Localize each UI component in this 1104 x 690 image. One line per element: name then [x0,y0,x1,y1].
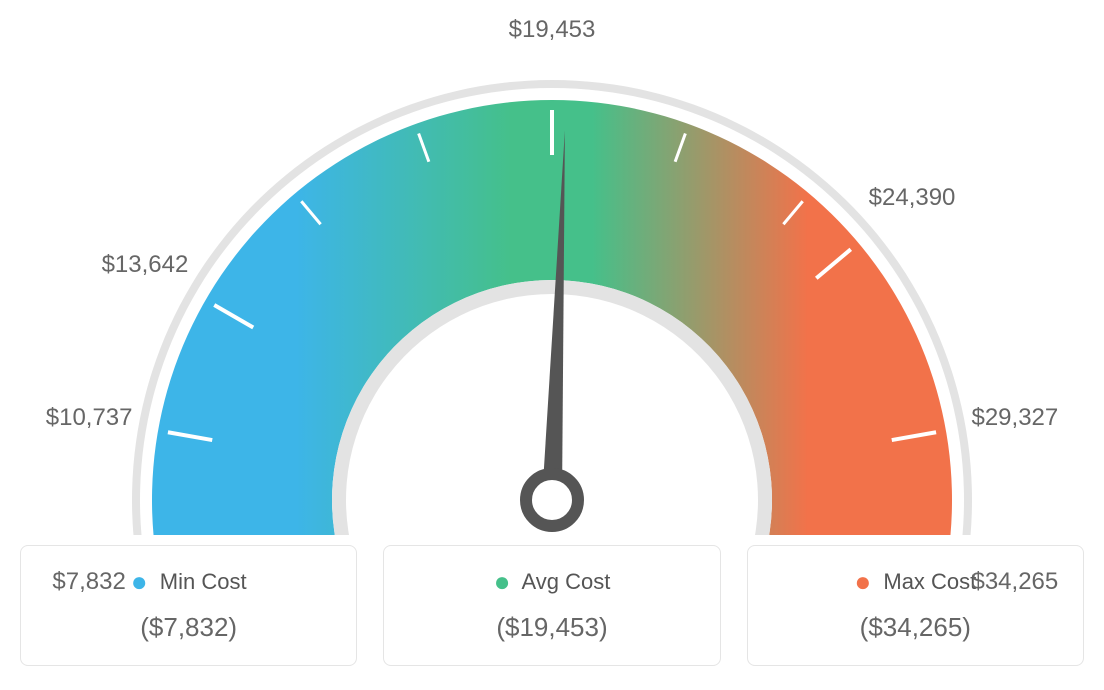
gauge-tick-label: $24,390 [869,184,956,212]
avg-cost-card: ● Avg Cost ($19,453) [383,545,720,666]
gauge-tick-label: $13,642 [102,251,189,279]
gauge-chart: $7,832$10,737$13,642$19,453$24,390$29,32… [0,0,1104,535]
min-cost-label: Min Cost [160,569,247,594]
gauge-tick-label: $34,265 [971,568,1058,596]
max-cost-value: ($34,265) [758,612,1073,643]
cost-summary-row: ● Min Cost ($7,832) ● Avg Cost ($19,453)… [0,535,1104,666]
avg-dot-icon: ● [494,566,511,597]
min-dot-icon: ● [131,566,148,597]
gauge-tick-label: $10,737 [46,404,133,432]
gauge-tick-label: $7,832 [52,568,125,596]
min-cost-value: ($7,832) [31,612,346,643]
avg-cost-label: Avg Cost [521,569,610,594]
min-cost-card: ● Min Cost ($7,832) [20,545,357,666]
avg-cost-value: ($19,453) [394,612,709,643]
max-cost-card: ● Max Cost ($34,265) [747,545,1084,666]
max-dot-icon: ● [854,566,871,597]
gauge-tick-label: $19,453 [509,16,596,44]
gauge-tick-label: $29,327 [971,404,1058,432]
avg-cost-title: ● Avg Cost [394,566,709,598]
max-cost-label: Max Cost [883,569,976,594]
